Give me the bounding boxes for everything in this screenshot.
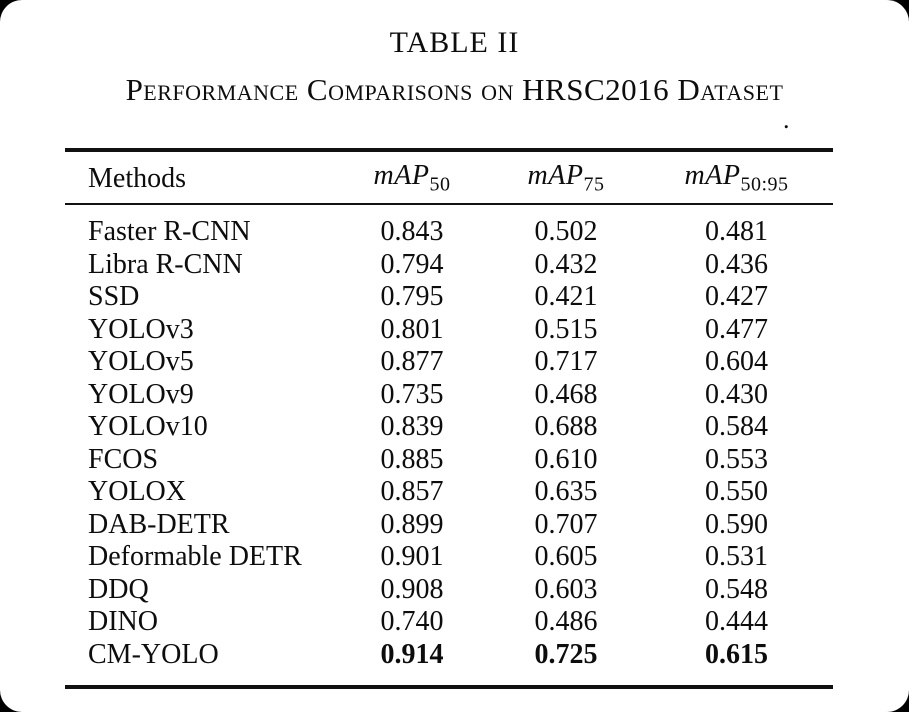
table-row: Libra R-CNN 0.794 0.432 0.436 <box>65 249 833 282</box>
method-cell: YOLOv10 <box>88 411 208 443</box>
table-bottom-rule <box>65 685 833 689</box>
method-cell: DDQ <box>88 573 149 605</box>
map75-cell: 0.486 <box>534 606 598 638</box>
map75-cell: 0.635 <box>534 476 598 508</box>
method-cell: YOLOv3 <box>88 313 194 345</box>
header-methods: Methods <box>88 162 186 194</box>
map5095-cell: 0.531 <box>705 541 768 573</box>
map75-cell: 0.502 <box>534 216 598 248</box>
map50-cell: 0.740 <box>380 606 444 638</box>
map50-cell: 0.857 <box>380 476 444 508</box>
map50-subscript: 50 <box>429 173 451 196</box>
map50-cell: 0.794 <box>380 248 444 280</box>
map5095-cell: 0.444 <box>705 606 768 638</box>
table-row: CM-YOLO 0.914 0.725 0.615 <box>65 639 833 672</box>
map75-cell: 0.515 <box>534 313 598 345</box>
table-caption-title: Performance Comparisons on HRSC2016 Data… <box>125 72 784 107</box>
method-cell: Deformable DETR <box>88 541 302 573</box>
map50-cell: 0.901 <box>380 541 444 573</box>
map5095-cell: 0.584 <box>705 411 768 443</box>
map75-cell: 0.707 <box>534 508 598 540</box>
table-row: SSD 0.795 0.421 0.427 <box>65 281 833 314</box>
map50-cell: 0.899 <box>380 508 444 540</box>
map50-cell: 0.735 <box>380 378 444 410</box>
method-cell: SSD <box>88 281 140 313</box>
map5095-cell: 0.430 <box>705 378 768 410</box>
map5095-cell: 0.590 <box>705 508 768 540</box>
table-row: FCOS 0.885 0.610 0.553 <box>65 444 833 477</box>
map75-cell: 0.432 <box>534 248 598 280</box>
map75-cell: 0.688 <box>534 411 598 443</box>
table-row: DDQ 0.908 0.603 0.548 <box>65 574 833 607</box>
map50-cell: 0.795 <box>380 281 444 313</box>
map50-cell: 0.839 <box>380 411 444 443</box>
method-cell: FCOS <box>88 443 159 475</box>
map5095-cell: 0.477 <box>705 313 768 345</box>
map50-label: mAP <box>373 160 430 192</box>
map75-cell: 0.603 <box>534 573 598 605</box>
map50-cell: 0.914 <box>380 638 444 670</box>
stray-period: . <box>783 105 790 134</box>
table-header-row: Methods mAP50 mAP75 mAP50:95 <box>65 152 833 203</box>
header-map5095: mAP50:95 <box>640 162 833 195</box>
map5095-cell: 0.550 <box>705 476 768 508</box>
map75-label: mAP <box>527 160 584 192</box>
table-top-rule <box>65 148 833 152</box>
table-row: YOLOv9 0.735 0.468 0.430 <box>65 379 833 412</box>
table-row: YOLOv5 0.877 0.717 0.604 <box>65 346 833 379</box>
table-body: Faster R-CNN 0.843 0.502 0.481 Libra R-C… <box>65 205 833 671</box>
map50-cell: 0.843 <box>380 216 444 248</box>
performance-table: Methods mAP50 mAP75 mAP50:95 Faster R-CN… <box>65 148 833 689</box>
map5095-cell: 0.427 <box>705 281 768 313</box>
method-cell: Faster R-CNN <box>88 216 251 248</box>
map50-cell: 0.877 <box>380 346 444 378</box>
map5095-cell: 0.615 <box>705 638 768 670</box>
map75-cell: 0.717 <box>534 346 598 378</box>
table-row: Faster R-CNN 0.843 0.502 0.481 <box>65 216 833 249</box>
map5095-cell: 0.604 <box>705 346 768 378</box>
map50-cell: 0.908 <box>380 573 444 605</box>
table-header-rule <box>65 203 833 205</box>
map75-cell: 0.725 <box>534 638 598 670</box>
header-map50: mAP50 <box>332 162 492 195</box>
table-row: DAB-DETR 0.899 0.707 0.590 <box>65 509 833 542</box>
map5095-cell: 0.548 <box>705 573 768 605</box>
map5095-label: mAP <box>684 160 741 192</box>
table-row: YOLOv10 0.839 0.688 0.584 <box>65 411 833 444</box>
map50-cell: 0.885 <box>380 443 444 475</box>
method-cell: YOLOX <box>88 476 186 508</box>
method-cell: Libra R-CNN <box>88 248 243 280</box>
method-cell: YOLOv5 <box>88 346 194 378</box>
map75-cell: 0.605 <box>534 541 598 573</box>
map75-cell: 0.468 <box>534 378 598 410</box>
map5095-cell: 0.553 <box>705 443 768 475</box>
method-cell: DINO <box>88 606 158 638</box>
method-cell: CM-YOLO <box>88 638 219 670</box>
table-row: DINO 0.740 0.486 0.444 <box>65 606 833 639</box>
table-row: YOLOX 0.857 0.635 0.550 <box>65 476 833 509</box>
header-map75: mAP75 <box>492 162 640 195</box>
map75-cell: 0.610 <box>534 443 598 475</box>
method-cell: DAB-DETR <box>88 508 230 540</box>
map5095-cell: 0.436 <box>705 248 768 280</box>
method-cell: YOLOv9 <box>88 378 194 410</box>
table-row: YOLOv3 0.801 0.515 0.477 <box>65 314 833 347</box>
map75-subscript: 75 <box>583 173 605 196</box>
table-row: Deformable DETR 0.901 0.605 0.531 <box>65 541 833 574</box>
map5095-cell: 0.481 <box>705 216 768 248</box>
map50-cell: 0.801 <box>380 313 444 345</box>
table-caption-label: TABLE II <box>389 26 520 59</box>
map75-cell: 0.421 <box>534 281 598 313</box>
map5095-subscript: 50:95 <box>740 173 789 196</box>
